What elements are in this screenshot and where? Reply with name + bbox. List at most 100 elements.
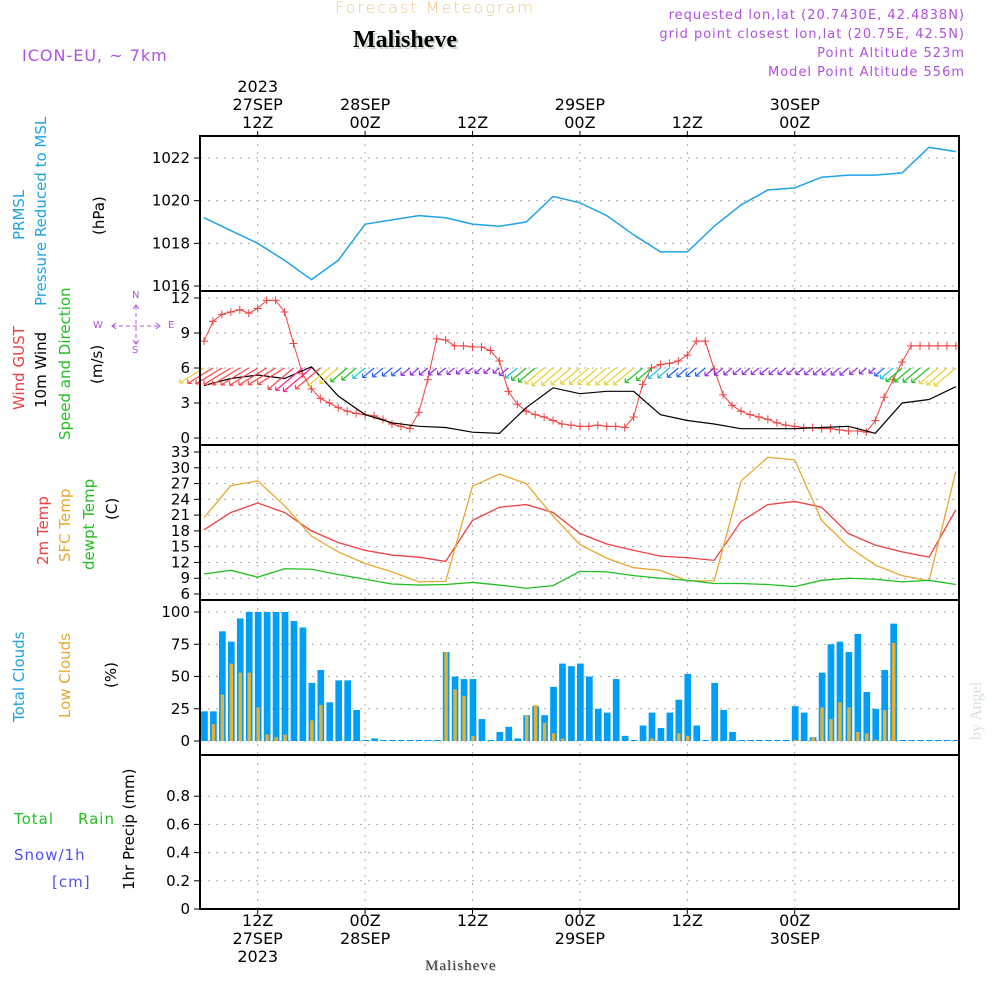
wind-gust-marker: [423, 375, 432, 384]
wind-compass: N S W E: [88, 290, 188, 360]
total-cloud-bar: [764, 740, 772, 741]
wind-direction-arrow: [647, 367, 661, 379]
total-cloud-bar: [639, 725, 647, 741]
wind-direction-arrow: [418, 367, 429, 376]
compass-w: W: [93, 320, 103, 331]
low-cloud-bar: [462, 695, 466, 741]
total-cloud-bar: [747, 740, 754, 741]
total-cloud-bar: [729, 731, 736, 741]
time-label-top: 30SEP: [770, 95, 821, 114]
wind-gust-marker: [262, 296, 271, 305]
low-cloud-bar: [274, 737, 278, 741]
wind-gust-marker: [405, 424, 414, 433]
wind-direction-arrow: [257, 367, 285, 386]
time-label-bottom: 00Z: [779, 911, 810, 930]
wind-direction-arrow: [750, 367, 760, 376]
requested-coords: requested lon,lat (20.7430E, 42.4838N): [668, 8, 965, 23]
y-tick-label: 12: [171, 289, 190, 307]
total-cloud-bar: [550, 686, 557, 741]
total-cloud-bar: [362, 740, 369, 741]
wind-gust-marker: [933, 341, 942, 350]
wind-direction-arrow: [465, 367, 473, 375]
low-cloud-bar: [211, 724, 216, 741]
wind-gust-marker: [674, 357, 683, 365]
y-tick-label: 1020: [152, 192, 190, 210]
wind-direction-arrow: [203, 367, 232, 386]
pressure-line: [203, 146, 956, 281]
wind-direction-arrow: [858, 367, 867, 375]
low-cloud-bar: [256, 707, 260, 741]
low-cloud-bar: [220, 694, 225, 741]
wind-direction-arrow: [560, 367, 581, 385]
total-cloud-bar: [845, 651, 853, 741]
time-label-top: 00Z: [564, 113, 595, 132]
y-tick-label: 15: [171, 538, 190, 556]
wind-gust-marker: [656, 360, 665, 369]
total-cloud-bar: [594, 708, 602, 741]
total-cloud-bar: [505, 726, 513, 741]
total-cloud-bar: [917, 740, 924, 741]
total-cloud-bar: [908, 740, 915, 741]
wind-direction-arrow: [541, 367, 563, 386]
wind-gust-marker: [907, 341, 916, 350]
total-cloud-bar: [800, 712, 808, 741]
wind-direction-arrow: [550, 367, 572, 386]
footer-place: Malisheve: [425, 958, 497, 974]
y-tick-label: 0.6: [166, 815, 190, 833]
wind-direction-arrow: [531, 367, 554, 387]
wind-direction-arrow: [759, 367, 769, 376]
time-label-bottom: 28SEP: [340, 929, 391, 948]
low-cloud-bar: [238, 672, 242, 741]
total-cloud-bar: [773, 740, 781, 741]
wind-direction-arrow: [885, 367, 903, 383]
wind-gust-marker: [289, 339, 298, 348]
y-tick-label: 0: [180, 429, 190, 447]
grid-point-coords: grid point closest lon,lat (20.75E, 42.5…: [659, 27, 965, 42]
wind-gust-marker: [584, 422, 593, 431]
total-cloud-bar: [881, 670, 889, 741]
wind-direction-arrow: [437, 367, 447, 376]
point-altitude: Point Altitude 523m: [817, 46, 965, 61]
low-cloud-bar: [542, 722, 547, 741]
wind-direction-arrow: [613, 367, 635, 386]
total-rain-label-b: Rain: [78, 810, 115, 828]
y-tick-label: 0: [180, 900, 190, 918]
low-cloud-bar: [560, 738, 565, 741]
wind-direction-arrow: [517, 367, 536, 383]
total-cloud-bar: [353, 710, 360, 741]
total-cloud-bar: [290, 621, 298, 741]
wind-gust-marker: [683, 351, 692, 360]
wind-direction-arrow: [307, 367, 330, 387]
total-cloud-bar: [952, 740, 959, 741]
wind-direction-arrow: [319, 367, 339, 385]
total-cloud-bar: [406, 740, 414, 741]
wind-direction-arrow: [474, 367, 482, 374]
wind-gust-marker: [200, 337, 208, 346]
wind-gust-marker: [513, 400, 522, 409]
low-cloud-bar: [891, 642, 896, 741]
y-tick-label: 21: [171, 506, 190, 524]
total-cloud-bar: [675, 699, 683, 741]
total-cloud-bar: [854, 633, 862, 741]
wind-direction-arrow: [713, 367, 724, 376]
total-cloud-bar: [389, 740, 396, 741]
wind-gust-marker: [898, 358, 907, 367]
wind-direction-arrow: [636, 367, 652, 382]
y-tick-label: 3: [180, 394, 190, 412]
wind-gust-marker: [531, 410, 540, 419]
wind-direction-arrow: [723, 367, 733, 376]
wind-direction-arrow: [676, 367, 688, 378]
wind-gust-marker: [638, 380, 647, 389]
wind-direction-arrow: [768, 367, 778, 376]
meteogram-title: Forecast Meteogram: [335, 0, 535, 17]
total-cloud-bar: [254, 612, 262, 741]
wind-direction-arrow: [704, 367, 715, 377]
time-label-top: 28SEP: [340, 95, 391, 114]
wind-gust-marker: [575, 422, 584, 431]
y-tick-label: 27: [171, 475, 190, 493]
total-cloud-bar: [380, 740, 387, 741]
time-label-bottom: 29SEP: [555, 929, 606, 948]
total-cloud-bar: [496, 731, 504, 741]
time-label-bottom: 2023: [237, 947, 278, 966]
